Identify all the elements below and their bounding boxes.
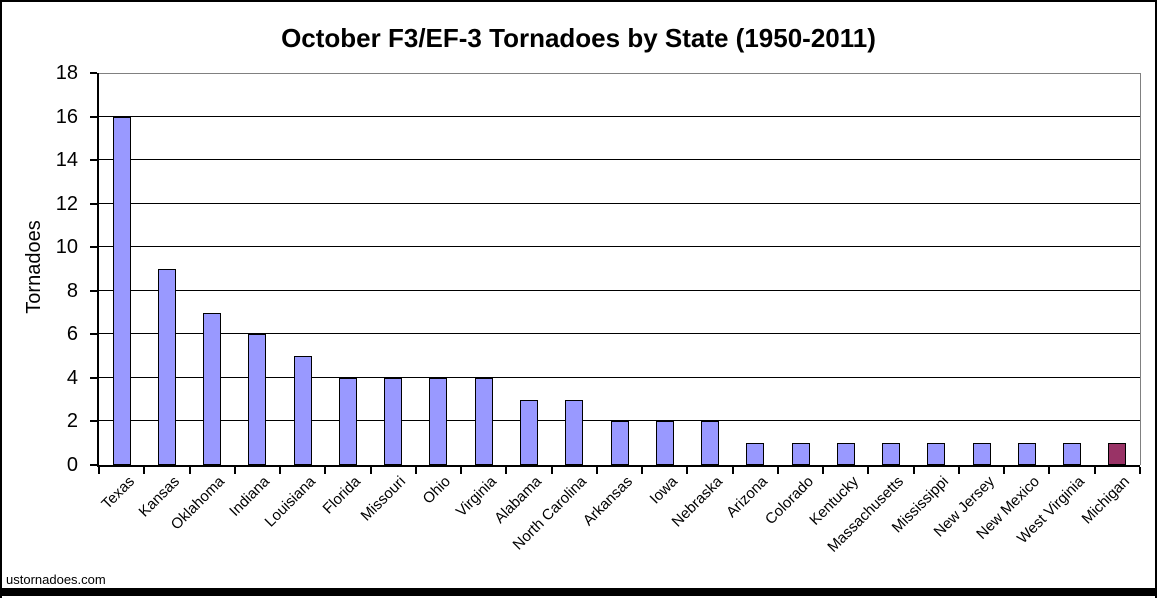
x-tick [98,467,100,474]
x-tick [1003,467,1006,474]
x-tick [686,467,689,474]
y-tick-label: 14 [55,149,78,172]
bar-massachusetts [882,443,901,465]
x-tick [1139,467,1141,474]
bar-mississippi [927,443,946,465]
x-tick [731,467,734,474]
x-tick [505,467,508,474]
x-tick [279,467,282,474]
bar-kansas [157,269,176,465]
x-tick [324,467,327,474]
bar-west-virginia [1063,443,1082,465]
gridline [99,159,1140,161]
gridline [99,376,1140,378]
bar-arkansas [610,421,629,465]
bar-oklahoma [203,312,222,465]
bar-north-carolina [565,399,584,465]
bar-iowa [655,421,674,465]
bar-missouri [384,377,403,465]
bar-colorado [791,443,810,465]
bar-new-mexico [1017,443,1036,465]
y-tick-label: 16 [55,105,78,128]
y-tick-label: 10 [55,236,78,259]
bar-texas [112,116,131,465]
bar-ohio [429,377,448,465]
gridline [99,420,1140,422]
y-tick [90,376,97,379]
bar-michigan [1108,443,1127,465]
plot-border-top [99,73,1140,74]
y-tick-label: 4 [66,366,78,389]
y-tick [90,246,97,249]
x-tick [460,467,463,474]
y-tick [90,159,97,162]
bar-kentucky [836,443,855,465]
y-tick-label: 18 [55,62,78,84]
y-axis-line [97,73,99,467]
gridline [99,333,1140,335]
x-tick [414,467,417,474]
x-tick [641,467,644,474]
x-tick [188,467,191,474]
bar-florida [338,377,357,465]
chart-title: October F3/EF-3 Tornadoes by State (1950… [281,23,876,53]
y-axis-title: Tornadoes [23,220,45,314]
y-tick [90,333,97,336]
y-tick-label: 6 [66,323,78,346]
bar-louisiana [293,356,312,465]
y-tick-label: 12 [55,192,78,215]
x-tick [1048,467,1051,474]
x-tick [957,467,960,474]
bar-indiana [248,334,267,465]
x-tick [143,467,146,474]
y-tick [90,420,97,423]
y-tick [90,72,97,74]
y-tick [90,464,97,466]
y-tick [90,289,97,292]
y-tick [90,202,97,205]
x-axis-line [97,465,1140,467]
x-tick [1093,467,1096,474]
x-tick [912,467,915,474]
bar-alabama [519,399,538,465]
y-tick [90,115,97,118]
gridline [99,115,1140,117]
y-tick-label: 0 [66,454,78,476]
x-tick [822,467,825,474]
bottom-strip [2,588,1155,596]
x-tick [867,467,870,474]
plot-border-right [1140,73,1141,465]
x-tick [550,467,553,474]
x-tick [233,467,236,474]
x-tick [369,467,372,474]
y-tick-label: 2 [66,410,78,433]
gridline [99,202,1140,204]
x-tick [776,467,779,474]
bar-new-jersey [972,443,991,465]
bar-nebraska [701,421,720,465]
gridline [99,246,1140,248]
bar-virginia [474,377,493,465]
y-tick-label: 8 [66,279,78,302]
x-tick [595,467,598,474]
bar-arizona [746,443,765,465]
gridline [99,289,1140,291]
watermark-text: ustornadoes.com [6,572,106,587]
